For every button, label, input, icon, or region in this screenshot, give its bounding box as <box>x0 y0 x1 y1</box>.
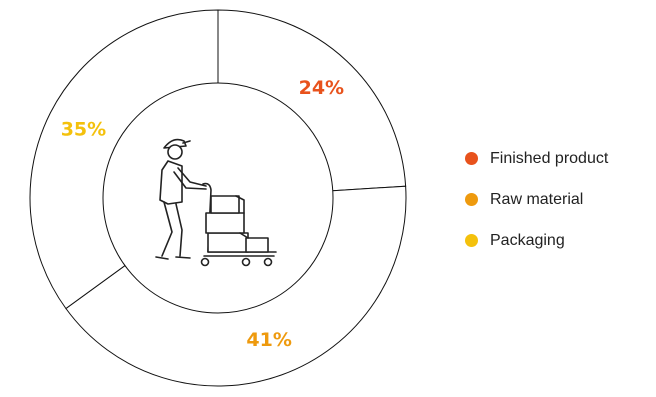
value-labels: 24% 41% 35% <box>61 77 344 351</box>
worker-cart-icon <box>155 138 277 267</box>
legend-label: Finished product <box>490 149 609 167</box>
legend-item-packaging: Packaging <box>465 230 608 251</box>
legend-swatch <box>465 234 478 247</box>
legend-swatch <box>465 152 478 165</box>
value-label: 41% <box>246 329 291 351</box>
value-label: 24% <box>299 77 344 99</box>
legend-label: Packaging <box>490 231 565 249</box>
legend-item-finished-product: Finished product <box>465 148 608 169</box>
legend-item-raw-material: Raw material <box>465 189 608 210</box>
chart-legend: Finished product Raw material Packaging <box>465 148 608 271</box>
value-label: 35% <box>61 118 106 140</box>
legend-label: Raw material <box>490 190 584 208</box>
legend-swatch <box>465 193 478 206</box>
